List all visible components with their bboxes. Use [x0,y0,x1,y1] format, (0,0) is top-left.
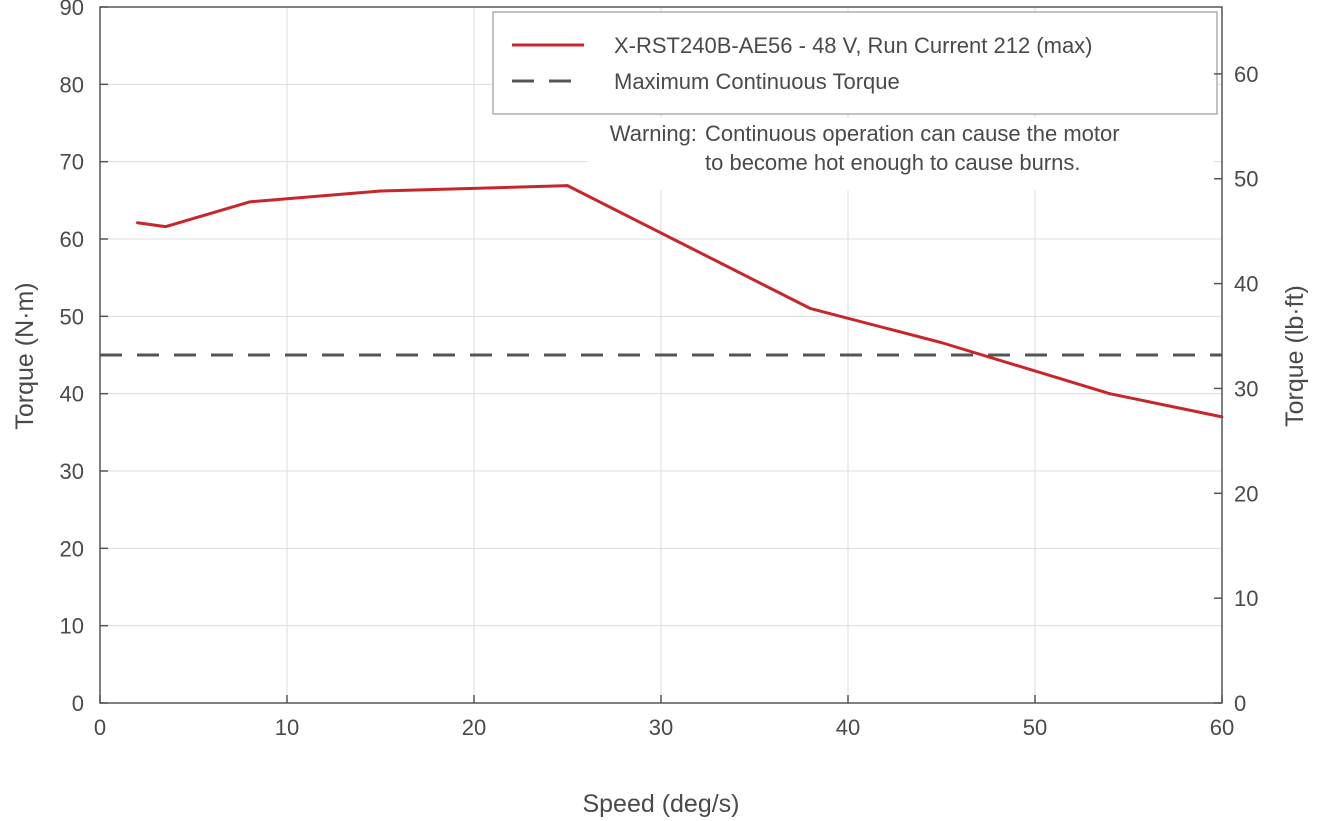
x-tick-label: 40 [836,715,860,740]
y-right-tick-label: 40 [1234,272,1258,297]
series-point [566,184,569,188]
x-tick-label: 10 [275,715,299,740]
y-tick-label: 50 [60,304,84,329]
legend-label-reference: Maximum Continuous Torque [614,69,900,94]
series-lines [136,184,1224,419]
warning-line-2: to become hot enough to cause burns. [705,150,1080,175]
y-axis-title-right: Torque (lb·ft) [1281,285,1309,427]
y-tick-label: 20 [60,536,84,561]
x-axis: 0 10 20 30 40 50 60 [94,695,1234,740]
legend-box [492,11,1218,115]
series-point [248,200,252,204]
y-tick-label: 0 [72,691,84,716]
series-point [809,307,812,310]
series-point [1108,392,1112,396]
y-right-tick-label: 50 [1234,167,1258,192]
y-right-tick-label: 0 [1234,691,1246,716]
y-tick-label: 80 [60,72,84,97]
series-point [164,225,167,229]
series-point [379,189,382,193]
x-tick-label: 20 [462,715,486,740]
y-axis-right: 0 10 20 30 40 50 60 [1214,62,1258,716]
y-tick-label: 40 [60,382,84,407]
y-axis-left: 0 10 20 30 40 50 60 70 80 90 [60,0,108,716]
series-line-torque [137,184,1223,419]
y-tick-label: 90 [60,0,84,20]
warning-label: Warning: [610,121,697,146]
y-right-tick-label: 10 [1234,586,1258,611]
y-tick-label: 70 [60,150,84,175]
series-point [940,341,943,345]
legend: X-RST240B-AE56 - 48 V, Run Current 212 (… [492,11,1218,115]
x-axis-title: Speed (deg/s) [582,790,739,818]
warning-background [588,118,1214,190]
y-right-tick-label: 60 [1234,62,1258,87]
x-tick-label: 0 [94,715,106,740]
series-point [136,221,139,225]
y-tick-label: 60 [60,227,84,252]
y-tick-label: 30 [60,459,84,484]
x-tick-label: 50 [1023,715,1047,740]
x-tick-label: 60 [1210,715,1234,740]
warning-line-1: Continuous operation can cause the motor [705,121,1120,146]
y-tick-label: 10 [60,614,84,639]
legend-label-series: X-RST240B-AE56 - 48 V, Run Current 212 (… [614,33,1093,58]
y-axis-title-left: Torque (N·m) [11,282,39,429]
y-right-tick-label: 20 [1234,481,1258,506]
y-right-tick-label: 30 [1234,376,1258,401]
x-tick-label: 30 [649,715,673,740]
